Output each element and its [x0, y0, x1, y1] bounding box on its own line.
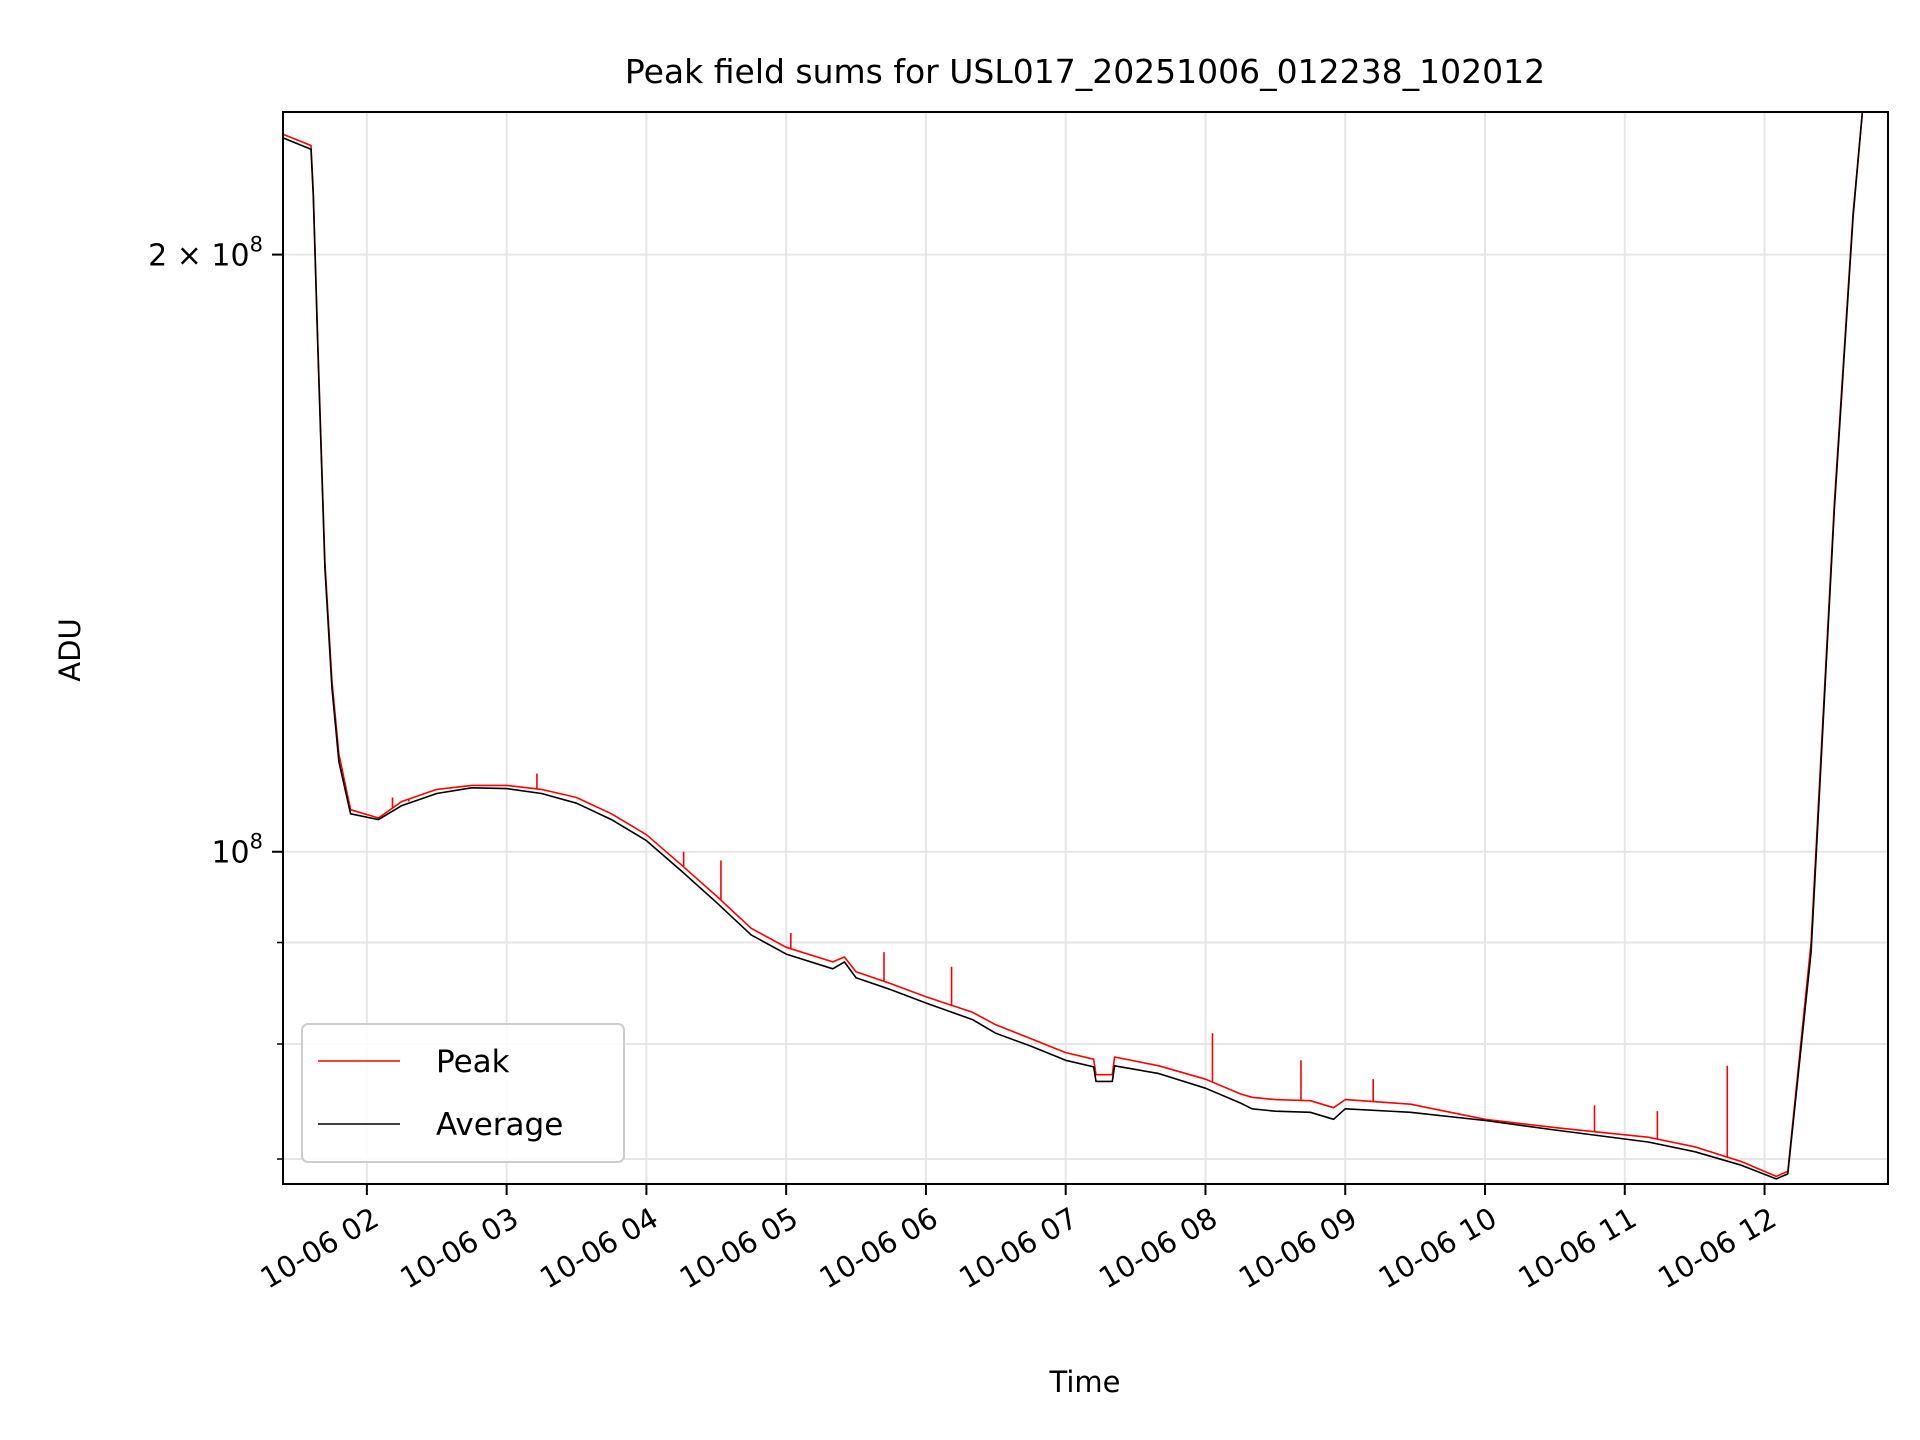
plot-frame [282, 111, 1889, 1185]
y-tick-label: 2 × 108 [148, 233, 263, 274]
series-line-peak [282, 111, 1864, 1178]
legend-box [301, 1023, 625, 1163]
y-axis: 2 × 108 108 [148, 233, 283, 1160]
legend-peak-label: Peak [436, 1044, 510, 1080]
legend-average-label: Average [436, 1107, 563, 1143]
legend: Peak Average [301, 1023, 625, 1163]
x-axis-label: Time [1049, 1365, 1121, 1399]
y-tick-label: 108 [211, 830, 263, 871]
series-layer [282, 111, 1864, 1180]
y-axis-label: ADU [53, 618, 87, 681]
series-line-average [282, 111, 1864, 1180]
chart-title: Peak field sums for USL017_20251006_0122… [625, 52, 1545, 91]
grid [283, 112, 1888, 1184]
